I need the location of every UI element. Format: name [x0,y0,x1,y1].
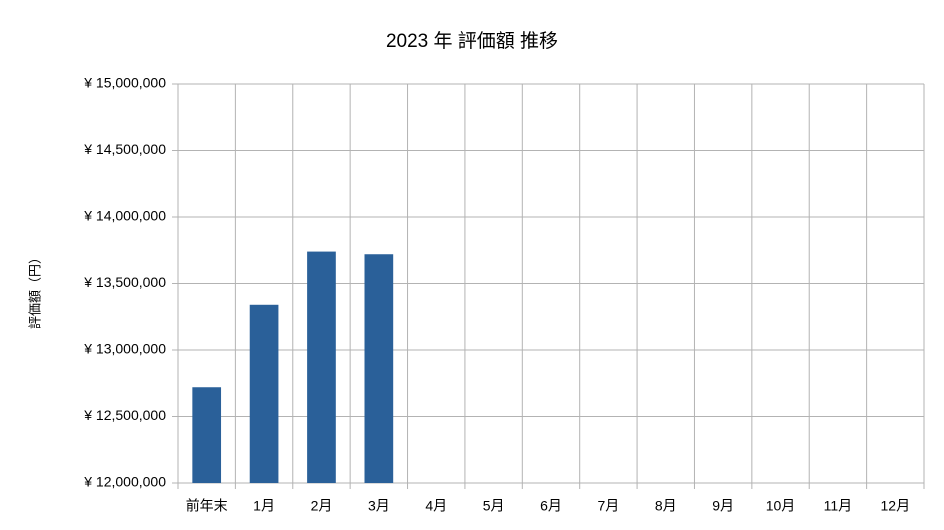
x-tick-label: 10月 [766,498,796,514]
bar [192,387,222,483]
bar [249,304,279,483]
y-tick-label: ¥ 15,000,000 [83,75,166,91]
y-tick-label: ¥ 12,000,000 [83,474,166,490]
bar [364,254,394,483]
x-tick-label: 6月 [540,498,562,514]
x-tick-label: 11月 [824,498,853,514]
y-tick-label: ¥ 13,500,000 [83,274,166,290]
y-tick-label: ¥ 14,500,000 [83,141,166,157]
x-tick-label: 12月 [881,498,911,514]
x-tick-label: 8月 [655,498,677,514]
x-tick-label: 7月 [597,498,619,514]
bar [307,251,336,483]
y-axis-title: 評価額（円） [27,251,42,329]
x-tick-label: 4月 [425,498,447,514]
y-tick-label: ¥ 14,000,000 [83,208,166,224]
y-tick-label: ¥ 12,500,000 [83,407,166,423]
x-tick-label: 5月 [483,498,505,514]
x-tick-label: 前年末 [186,498,228,514]
y-tick-label: ¥ 13,000,000 [83,341,166,357]
x-tick-label: 9月 [712,498,734,514]
x-tick-label: 3月 [368,498,390,514]
x-tick-label: 1月 [253,498,275,514]
chart-title: 2023 年 評価額 推移 [386,30,558,52]
x-tick-label: 2月 [311,498,333,514]
